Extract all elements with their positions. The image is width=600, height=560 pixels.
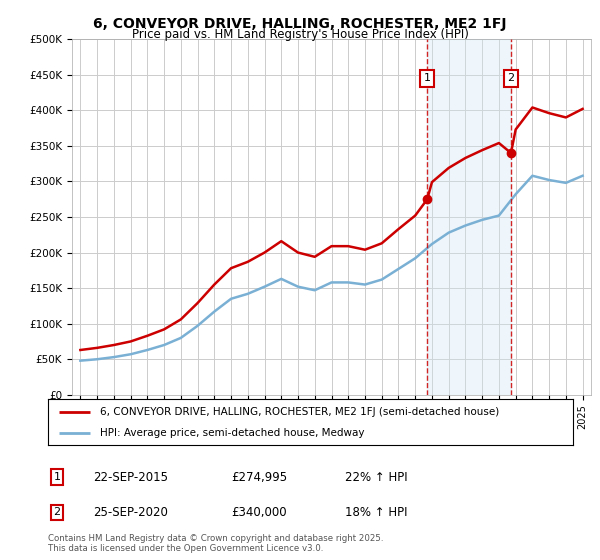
Text: Contains HM Land Registry data © Crown copyright and database right 2025.: Contains HM Land Registry data © Crown c…: [48, 534, 383, 543]
Text: HPI: Average price, semi-detached house, Medway: HPI: Average price, semi-detached house,…: [101, 428, 365, 438]
Text: This data is licensed under the Open Government Licence v3.0.: This data is licensed under the Open Gov…: [48, 544, 323, 553]
Text: £340,000: £340,000: [231, 506, 287, 519]
Bar: [427, 39, 511, 395]
Text: £274,995: £274,995: [231, 470, 287, 484]
Text: 6, CONVEYOR DRIVE, HALLING, ROCHESTER, ME2 1FJ: 6, CONVEYOR DRIVE, HALLING, ROCHESTER, M…: [93, 17, 507, 31]
Text: 18% ↑ HPI: 18% ↑ HPI: [345, 506, 407, 519]
Text: 1: 1: [53, 472, 61, 482]
Text: 25-SEP-2020: 25-SEP-2020: [93, 506, 168, 519]
Text: Price paid vs. HM Land Registry's House Price Index (HPI): Price paid vs. HM Land Registry's House …: [131, 28, 469, 41]
Text: 2: 2: [53, 507, 61, 517]
Text: 22-SEP-2015: 22-SEP-2015: [93, 470, 168, 484]
Text: 6, CONVEYOR DRIVE, HALLING, ROCHESTER, ME2 1FJ (semi-detached house): 6, CONVEYOR DRIVE, HALLING, ROCHESTER, M…: [101, 407, 500, 417]
Text: 2: 2: [508, 73, 515, 83]
Text: 22% ↑ HPI: 22% ↑ HPI: [345, 470, 407, 484]
Text: 1: 1: [424, 73, 431, 83]
